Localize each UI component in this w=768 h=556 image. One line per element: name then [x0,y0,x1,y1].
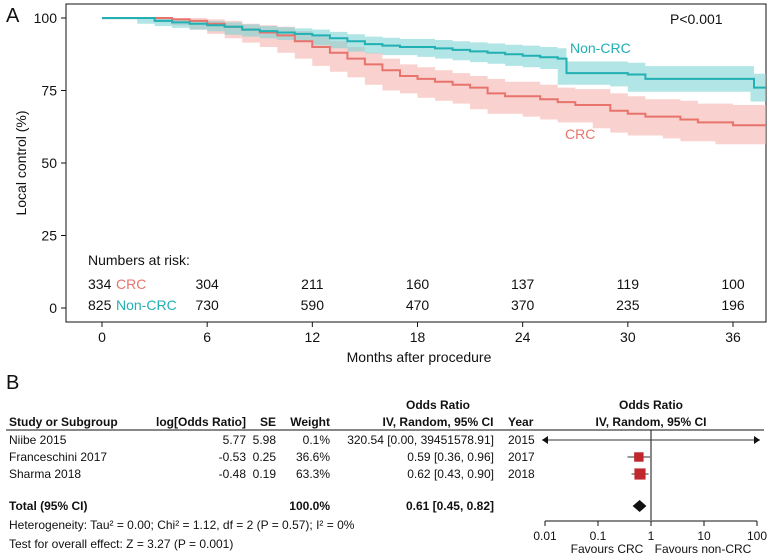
study-year: 2017 [508,450,535,464]
x-tick-label: 30 [620,329,636,345]
study-name: Sharma 2018 [9,467,81,481]
study-se: 0.25 [253,450,277,464]
study-weight: 36.6% [296,450,330,464]
non-crc-risk-count: 470 [406,297,430,313]
study-se: 0.19 [253,467,277,481]
y-tick-label: 75 [41,83,57,99]
study-weight: 0.1% [303,433,331,447]
km-y-axis-label: Local control (%) [13,110,29,215]
x-tick-label: 12 [305,329,321,345]
x-tick-label: 0 [98,329,106,345]
study-effect-square [634,452,644,462]
ci-arrow-right [754,436,760,444]
ci-arrow-left [542,436,548,444]
study-ci: 0.62 [0.43, 0.90] [407,467,494,481]
crc-risk-count: 119 [617,276,640,292]
study-name: Franceschini 2017 [9,450,107,464]
crc-risk-count: 100 [721,276,745,292]
total-weight: 100.0% [289,499,330,513]
study-ci: 320.54 [0.00, 39451578.91] [347,433,494,447]
heterogeneity-text: Heterogeneity: Tau² = 0.00; Chi² = 1.12,… [9,518,355,532]
study-name: Niibe 2015 [9,433,67,447]
study-log-or: -0.53 [219,450,247,464]
non-crc-risk-count: 235 [616,297,640,313]
forest-plot-subheader: IV, Random, 95% CI [596,415,707,429]
forest-or-header: Odds Ratio [406,398,470,412]
study-year: 2018 [508,467,535,481]
non-crc-risk-count: 370 [511,297,535,313]
favours-non-crc-label: Favours non-CRC [655,542,752,556]
crc-risk-count: 137 [511,276,535,292]
y-tick-label: 50 [41,155,57,171]
non-crc-curve-label: Non-CRC [570,40,631,56]
panel-b-label: B [6,372,19,394]
forest-x-tick-label: 0.1 [590,529,607,543]
x-tick-label: 36 [725,329,741,345]
non-crc-ci-band [102,18,766,102]
non-crc-risk-count: 196 [721,297,745,313]
total-label: Total (95% CI) [9,499,87,513]
forest-x-tick-label: 100 [747,529,767,543]
forest-or-subheader: IV, Random, 95% CI [383,415,494,429]
crc-risk-count: 334 [88,276,112,292]
study-se: 5.98 [253,433,277,447]
crc-risk-count: 160 [406,276,430,292]
study-year: 2015 [508,433,535,447]
study-weight: 63.3% [296,467,330,481]
col-header-se: SE [260,415,276,429]
col-header-study: Study or Subgroup [9,415,118,429]
forest-rows: Niibe 2015 5.77 5.98 0.1% 320.54 [0.00, 3945… [9,433,535,481]
non-crc-risk-count: 590 [301,297,325,313]
forest-x-tick-label: 0.01 [533,529,557,543]
risk-table-title: Numbers at risk: [88,252,190,268]
overall-effect-text: Test for overall effect: Z = 3.27 (P = 0… [9,537,233,551]
y-tick-label: 100 [34,10,58,26]
favours-crc-label: Favours CRC [571,542,644,556]
crc-risk-group-label: CRC [116,276,146,292]
forest-plot-header: Odds Ratio [619,398,683,412]
total-ci: 0.61 [0.45, 0.82] [406,499,494,513]
crc-curve-label: CRC [565,126,595,142]
study-log-or: -0.48 [219,467,247,481]
y-tick-label: 25 [41,228,57,244]
col-header-year: Year [508,415,534,429]
km-x-axis-label: Months after procedure [347,349,492,365]
non-crc-risk-count: 730 [195,297,219,313]
forest-x-tick-label: 10 [697,529,711,543]
x-tick-label: 6 [203,329,211,345]
p-value-label: P<0.001 [670,11,723,27]
x-tick-label: 24 [515,329,531,345]
study-effect-square [634,468,646,480]
pooled-effect-diamond [632,500,647,512]
km-plot: 0 25 50 75 100 0 6 12 18 24 30 36 [34,3,767,345]
x-tick-label: 18 [410,329,426,345]
risk-table: 334 CRC 304 211 160 137 119 100 825 Non-CRC 730 590… [88,276,745,313]
non-crc-risk-count: 825 [88,297,112,313]
non-crc-risk-group-label: Non-CRC [116,297,177,313]
crc-risk-count: 211 [301,276,324,292]
study-log-or: 5.77 [223,433,247,447]
col-header-log-or: log[Odds Ratio] [156,415,246,429]
crc-risk-count: 304 [195,276,219,292]
col-header-weight: Weight [290,415,330,429]
non-crc-survival-line [102,17,766,89]
forest-plot: 0.01 0.1 1 10 100 [533,430,767,543]
y-tick-label: 0 [49,300,57,316]
panel-a-label: A [6,5,20,27]
forest-x-tick-label: 1 [648,529,655,543]
study-ci: 0.59 [0.36, 0.96] [407,450,494,464]
